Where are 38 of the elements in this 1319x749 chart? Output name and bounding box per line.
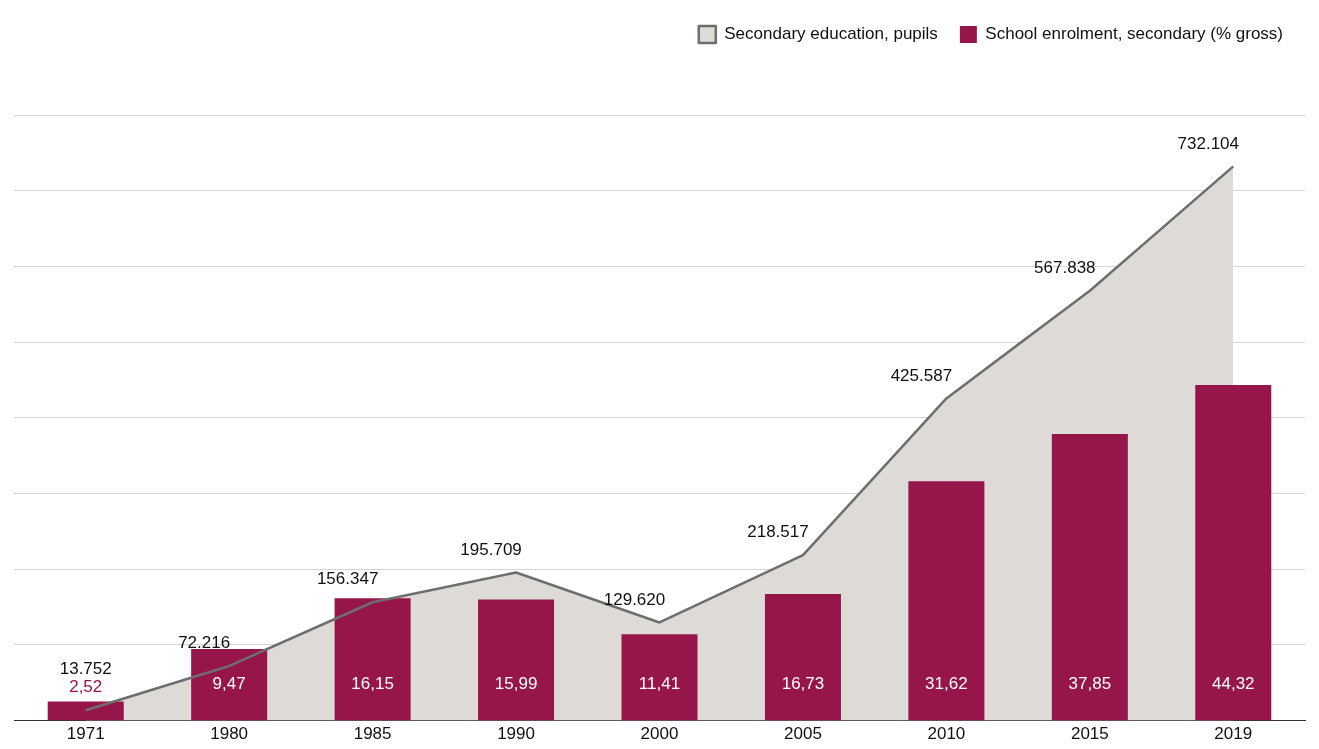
x-tick-label: 2015 (1070, 724, 1109, 744)
bar (191, 648, 268, 721)
data-label: 156.347 (316, 569, 379, 589)
data-label: 11,41 (638, 674, 681, 694)
data-label: 13.752 (59, 659, 112, 679)
data-label: 15,99 (494, 674, 538, 694)
x-tick-label: 1971 (66, 724, 105, 744)
data-label: 732.104 (1177, 133, 1239, 153)
bar (334, 598, 411, 721)
data-label: 44,32 (1212, 674, 1255, 694)
legend-label: School enrolment, secondary (% gross) (985, 24, 1284, 44)
bar (764, 593, 841, 721)
x-tick-label: 1985 (353, 724, 392, 744)
data-label: 195.709 (460, 539, 522, 559)
bar (47, 701, 124, 721)
data-label: 425.587 (890, 365, 953, 385)
x-tick-label: 2000 (640, 724, 679, 744)
bar (908, 481, 985, 721)
data-label: 567.838 (1034, 257, 1096, 277)
x-tick-label: 2010 (927, 724, 966, 744)
x-tick-label: 2005 (784, 724, 822, 744)
data-label: 218.517 (747, 522, 809, 542)
x-tick-label: 1980 (210, 724, 249, 744)
data-label: 16,73 (781, 674, 825, 694)
bar (621, 634, 698, 721)
data-label: 2,52 (69, 676, 103, 696)
data-label: 129.620 (603, 589, 666, 609)
legend-label: Secondary education, pupils (724, 24, 938, 44)
data-label: 72.216 (178, 633, 231, 653)
x-tick-label: 1990 (497, 724, 535, 744)
bar (1195, 385, 1272, 721)
data-label: 37,85 (1068, 674, 1112, 694)
data-label: 31,62 (925, 674, 968, 694)
data-label: 16,15 (351, 674, 394, 694)
x-tick-label: 2019 (1214, 724, 1253, 744)
bar (1051, 434, 1128, 721)
bar (478, 599, 555, 721)
data-label: 9,47 (212, 674, 246, 694)
